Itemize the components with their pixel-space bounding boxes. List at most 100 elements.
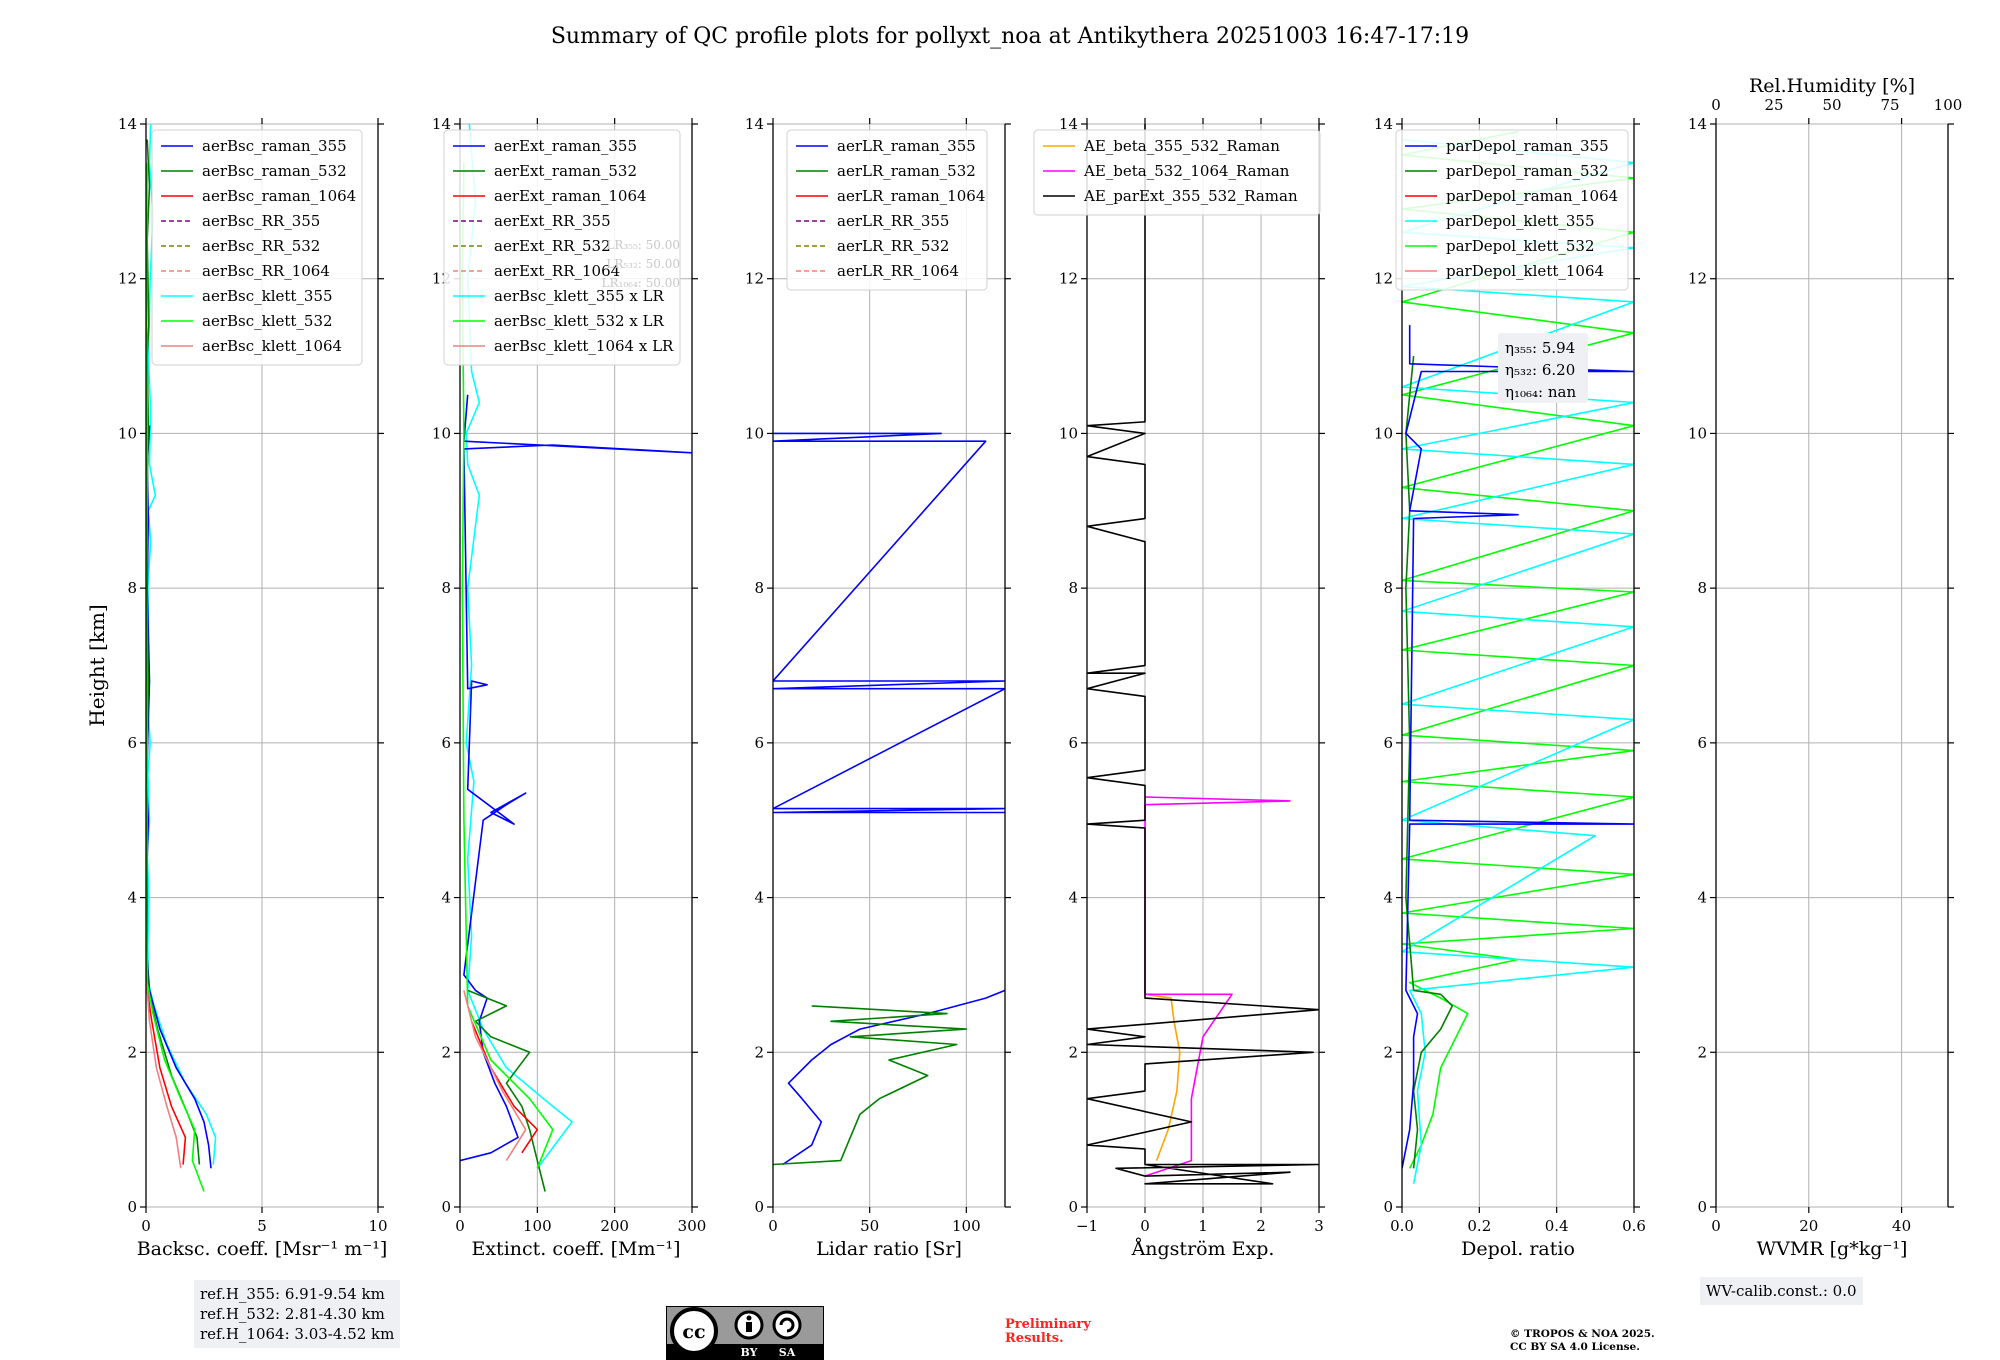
x-tick-label: 10 (368, 1217, 387, 1235)
series-line-aerExt_raman_355 (460, 394, 692, 1162)
legend-label: aerExt_raman_355 (494, 137, 637, 155)
x-tick-label: 0.0 (1390, 1217, 1414, 1235)
legend-label: aerExt_RR_1064 (494, 262, 620, 280)
y-tick-label: 0 (754, 1198, 764, 1216)
series-line-parDepol_klett_355 (1402, 138, 1634, 1184)
x-tick-label: 20 (1799, 1217, 1818, 1235)
y-tick-label: 10 (432, 424, 451, 442)
cc-badge-by-text: BY (741, 1346, 758, 1359)
y-tick-label: 4 (441, 889, 451, 907)
legend-label: aerLR_RR_355 (837, 212, 949, 230)
y-tick-label: 10 (1688, 424, 1707, 442)
legend-label: parDepol_raman_532 (1446, 162, 1609, 180)
x-tick-label: 0.4 (1545, 1217, 1569, 1235)
series-line-aerBsc_klett_355 x LR (465, 124, 573, 1169)
y-tick-label: 14 (1059, 115, 1078, 133)
legend-box (151, 129, 363, 366)
y-tick-label: 4 (1697, 889, 1707, 907)
x-tick-label: 0 (141, 1217, 151, 1235)
series-line-aerLR_raman_532 (773, 1005, 968, 1166)
legend-label: AE_parExt_355_532_Raman (1083, 187, 1298, 205)
copyright-note: © TROPOS & NOA 2025. CC BY SA 4.0 Licens… (1510, 1328, 1655, 1354)
legend-label: aerBsc_klett_532 x LR (494, 312, 665, 330)
y-tick-label: 0 (1697, 1198, 1707, 1216)
legend-label: AE_beta_532_1064_Raman (1083, 162, 1290, 180)
y-tick-label: 8 (127, 579, 137, 597)
y-tick-label: 12 (1374, 270, 1393, 288)
legend-label: aerLR_RR_1064 (837, 262, 959, 280)
y-tick-label: 10 (118, 424, 137, 442)
cc-badge-sa-text: SA (779, 1346, 796, 1359)
x-tick-label: 100 (523, 1217, 552, 1235)
cc-badge-cc-text: cc (682, 1321, 705, 1343)
x-tick-label: 300 (678, 1217, 707, 1235)
series-line-parDepol_klett_532 (1402, 130, 1634, 1169)
y-tick-label: 14 (745, 115, 764, 133)
preliminary-line-2: Results. (1005, 1331, 1064, 1346)
y-tick-label: 12 (745, 270, 764, 288)
x-tick-label: 40 (1892, 1217, 1911, 1235)
y-tick-label: 12 (1059, 270, 1078, 288)
ref-height-532: ref.H_532: 2.81-4.30 km (200, 1305, 385, 1323)
y-tick-label: 10 (1059, 424, 1078, 442)
y-tick-label: 12 (1688, 270, 1707, 288)
legend-label: aerBsc_RR_1064 (202, 262, 330, 280)
y-tick-label: 8 (1697, 579, 1707, 597)
series-group (1087, 124, 1319, 1185)
figure-title: Summary of QC profile plots for pollyxt_… (551, 24, 1469, 49)
y-tick-label: 14 (432, 115, 451, 133)
legend-label: aerLR_raman_355 (837, 137, 976, 155)
top-axis-tick-label: 50 (1822, 96, 1841, 114)
x-axis-label: Extinct. coeff. [Mm⁻¹] (471, 1238, 680, 1260)
copyright-line-1: © TROPOS & NOA 2025. (1510, 1328, 1655, 1340)
lr-annotation: LR₁₀₆₄: 50.00 (602, 276, 680, 290)
legend-label: aerBsc_raman_532 (202, 162, 347, 180)
series-line-parDepol_raman_532 (1405, 356, 1454, 1169)
y-tick-label: 4 (127, 889, 137, 907)
x-axis-label: Depol. ratio (1461, 1238, 1575, 1260)
y-tick-label: 6 (127, 734, 137, 752)
y-axis-label: Height [km] (85, 604, 109, 726)
depol-eta-box (1498, 333, 1588, 403)
legend-label: aerExt_RR_355 (494, 212, 611, 230)
y-tick-label: 2 (1068, 1043, 1078, 1061)
y-tick-label: 0 (1068, 1198, 1078, 1216)
legend-label: aerLR_raman_532 (837, 162, 976, 180)
legend-label: aerLR_RR_532 (837, 237, 949, 255)
cc-by-sa-badge: cc BY SA (666, 1306, 824, 1360)
series-line-aerLR_raman_355 (782, 989, 1005, 1166)
x-axis-label: Ångström Exp. (1131, 1238, 1275, 1260)
cc-circle-icon (670, 1307, 718, 1355)
y-tick-label: 8 (754, 579, 764, 597)
series-line-aerBsc_klett_1064 x LR (463, 990, 527, 1162)
x-tick-label: 2 (1256, 1217, 1266, 1235)
x-tick-label: 5 (257, 1217, 267, 1235)
y-tick-label: 0 (1383, 1198, 1393, 1216)
eta-annotation: η₁₀₆₄: nan (1505, 383, 1576, 401)
x-tick-label: 200 (600, 1217, 629, 1235)
x-tick-label: 3 (1314, 1217, 1324, 1235)
legend-label: aerBsc_RR_355 (202, 212, 320, 230)
x-tick-label: 1 (1198, 1217, 1208, 1235)
series-line-aerBsc_klett_1064 (146, 982, 182, 1169)
legend-label: aerLR_raman_1064 (837, 187, 985, 205)
top-axis-tick-label: 0 (1711, 96, 1721, 114)
legend-label: aerBsc_klett_1064 (202, 337, 342, 355)
y-tick-label: 4 (1068, 889, 1078, 907)
series-line-AE_beta_532_1064_Raman (1144, 796, 1291, 1177)
eta-annotation: η₃₅₅: 5.94 (1505, 339, 1575, 357)
legend-label: aerExt_raman_1064 (494, 187, 647, 205)
y-tick-label: 2 (754, 1043, 764, 1061)
preliminary-line-1: Preliminary (1005, 1317, 1091, 1332)
y-tick-label: 6 (441, 734, 451, 752)
top-axis-tick-label: 75 (1880, 96, 1899, 114)
y-tick-label: 10 (745, 424, 764, 442)
legend-label: parDepol_klett_1064 (1446, 262, 1604, 280)
eta-annotation: η₅₃₂: 6.20 (1505, 361, 1575, 379)
legend-box (1033, 129, 1321, 216)
series-line-aerExt_raman_532 (467, 989, 546, 1192)
series-line-aerExt_raman_1064 (470, 1020, 539, 1154)
legend-label: aerBsc_klett_1064 x LR (494, 337, 674, 355)
